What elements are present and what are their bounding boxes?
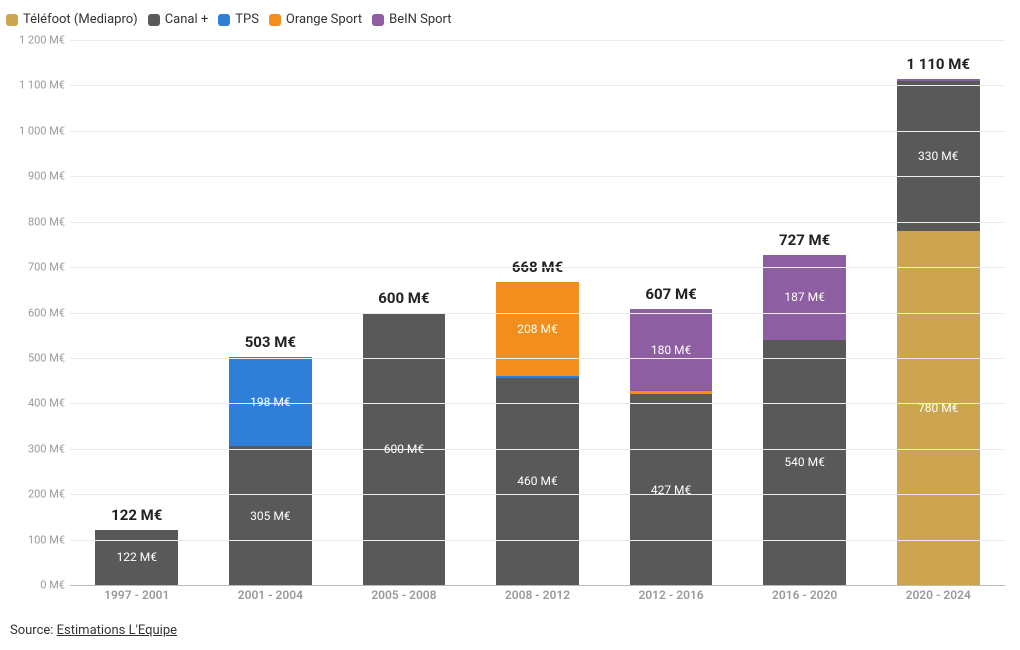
source-link[interactable]: Estimations L'Equipe [57,623,177,638]
y-tick-label: 900 M€ [10,170,65,183]
legend-label: Orange Sport [286,12,362,27]
gridline [70,40,1005,41]
legend-swatch [148,14,160,26]
gridline [70,494,1005,495]
bar-total-label: 122 M€ [95,506,178,530]
bar-segment-canal[interactable]: 122 M€ [95,530,178,585]
segment-value-label: 208 M€ [496,322,579,336]
y-tick-label: 400 M€ [10,397,65,410]
legend-label: Téléfoot (Mediapro) [23,12,138,27]
bar-segment-canal[interactable]: 460 M€ [496,378,579,585]
bar-segment-canal[interactable]: 305 M€ [229,446,312,585]
bar-segment-bein[interactable] [897,79,980,81]
bar-segment-bein[interactable]: 180 M€ [630,309,713,391]
gridline [70,313,1005,314]
bar-total-label: 668 M€ [496,258,579,282]
legend-swatch [218,14,230,26]
legend-item-tps[interactable]: TPS [218,12,259,27]
source-prefix: Source: [10,623,57,638]
bar-group: 122 M€122 M€ [95,530,178,585]
segment-value-label: 198 M€ [229,395,312,409]
bar-segment-orange[interactable]: 208 M€ [496,282,579,376]
chart-area: 122 M€122 M€305 M€198 M€503 M€600 M€600 … [10,40,1010,585]
bar-group: 540 M€187 M€727 M€ [763,255,846,585]
bar-group: 780 M€330 M€1 110 M€ [897,79,980,585]
segment-value-label: 460 M€ [496,474,579,488]
x-tick-label: 2005 - 2008 [371,588,436,602]
legend-item-canal[interactable]: Canal + [148,12,209,27]
legend-swatch [6,14,18,26]
segment-value-label: 330 M€ [897,149,980,163]
legend-label: Canal + [165,12,209,27]
segment-value-label: 305 M€ [229,509,312,523]
y-tick-label: 0 M€ [10,579,65,592]
y-tick-label: 1 100 M€ [10,79,65,92]
bar-segment-telefoot[interactable]: 780 M€ [897,231,980,585]
y-tick-label: 600 M€ [10,306,65,319]
y-tick-label: 1 200 M€ [10,34,65,47]
y-tick-label: 100 M€ [10,533,65,546]
bar-segment-tps[interactable] [496,376,579,378]
segment-value-label: 122 M€ [95,550,178,564]
gridline [70,267,1005,268]
gridline [70,585,1005,586]
bar-segment-canal[interactable]: 540 M€ [763,340,846,585]
x-tick-label: 2016 - 2020 [772,588,837,602]
chart-legend: Téléfoot (Mediapro) Canal + TPS Orange Spor… [0,0,1020,27]
y-tick-label: 1 000 M€ [10,124,65,137]
bar-total-label: 600 M€ [363,289,446,313]
legend-label: BeIN Sport [389,12,451,27]
bar-group: 427 M€180 M€607 M€ [630,309,713,585]
y-tick-label: 500 M€ [10,351,65,364]
gridline [70,85,1005,86]
bar-segment-orange[interactable] [630,391,713,394]
gridline [70,131,1005,132]
segment-value-label: 180 M€ [630,343,713,357]
bar-total-label: 607 M€ [630,285,713,309]
bar-total-label: 727 M€ [763,231,846,255]
segment-value-label: 187 M€ [763,290,846,304]
gridline [70,222,1005,223]
source-attribution: Source: Estimations L'Equipe [10,623,177,638]
y-tick-label: 300 M€ [10,442,65,455]
legend-item-bein[interactable]: BeIN Sport [372,12,451,27]
y-tick-label: 800 M€ [10,215,65,228]
bar-total-label: 1 110 M€ [897,55,980,79]
segment-value-label: 540 M€ [763,455,846,469]
legend-item-telefoot[interactable]: Téléfoot (Mediapro) [6,12,138,27]
bar-segment-canal[interactable]: 427 M€ [630,394,713,585]
y-tick-label: 700 M€ [10,261,65,274]
gridline [70,403,1005,404]
bar-total-label: 503 M€ [229,333,312,357]
x-axis: 1997 - 2001 2001 - 2004 2005 - 2008 2008 - … [70,588,1005,608]
y-tick-label: 200 M€ [10,488,65,501]
gridline [70,449,1005,450]
x-tick-label: 1997 - 2001 [104,588,169,602]
x-tick-label: 2020 - 2024 [906,588,971,602]
gridline [70,358,1005,359]
legend-swatch [372,14,384,26]
gridline [70,540,1005,541]
legend-item-orange[interactable]: Orange Sport [269,12,362,27]
bar-group: 305 M€198 M€503 M€ [229,357,312,585]
x-tick-label: 2008 - 2012 [505,588,570,602]
gridline [70,176,1005,177]
bar-segment-canal[interactable]: 330 M€ [897,81,980,231]
bar-segment-tps[interactable]: 198 M€ [229,357,312,447]
legend-swatch [269,14,281,26]
x-tick-label: 2001 - 2004 [238,588,303,602]
legend-label: TPS [235,12,259,27]
x-tick-label: 2012 - 2016 [638,588,703,602]
